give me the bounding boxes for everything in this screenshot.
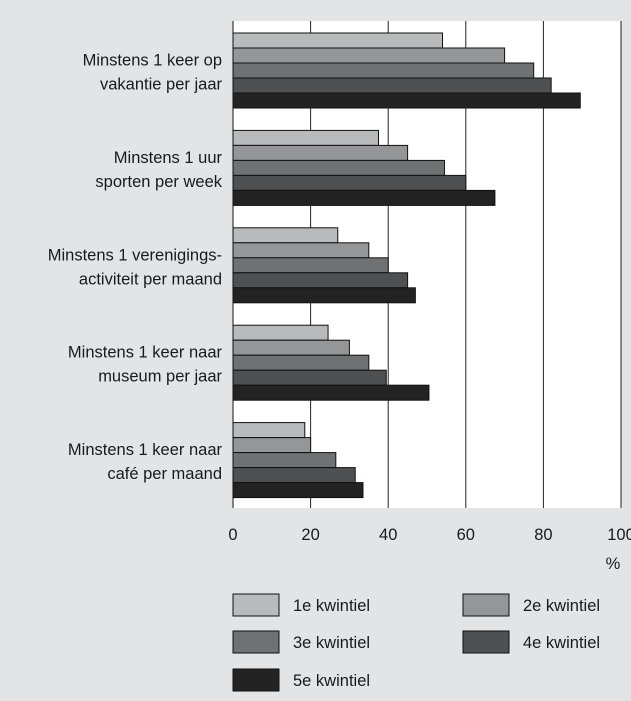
legend-swatch [232, 593, 280, 617]
bar [232, 242, 370, 259]
bars [232, 32, 581, 499]
legend: 1e kwintiel 2e kwintiel 3e kwintiel 4e kwin… [232, 593, 600, 692]
legend-swatch [232, 630, 280, 654]
legend-label: 1e kwintiel [293, 597, 370, 615]
category-label: Minstens 1 keer naar [68, 441, 223, 459]
bar [232, 144, 409, 161]
bar [232, 32, 444, 49]
legend-label: 3e kwintiel [293, 634, 370, 652]
bar [232, 189, 496, 206]
legend-label: 5e kwintiel [293, 672, 370, 690]
category-labels: Minstens 1 keer op vakantie per jaar Minst… [48, 52, 223, 484]
x-tick-label: 0 [228, 526, 237, 544]
bar [232, 227, 339, 244]
category-label: sporten per week [95, 173, 222, 191]
bar [232, 272, 409, 289]
x-tick-label: 20 [301, 526, 319, 544]
legend-swatch [462, 630, 510, 654]
bar [232, 47, 506, 64]
category-label: activiteit per maand [79, 270, 222, 288]
bar [232, 174, 467, 191]
unit-label: % [606, 555, 621, 573]
bar [232, 129, 379, 146]
x-tick-label: 40 [379, 526, 397, 544]
bar [232, 437, 312, 454]
bar [232, 287, 416, 304]
category-label: museum per jaar [98, 368, 222, 386]
bar [232, 339, 350, 356]
category-label: Minstens 1 keer naar [68, 344, 223, 362]
bar [232, 467, 356, 484]
category-label: café per maand [107, 465, 222, 483]
bar [232, 354, 370, 371]
legend-label: 2e kwintiel [523, 597, 600, 615]
x-tick-labels: 0 20 40 60 80 100 [228, 526, 631, 544]
bar [232, 77, 552, 94]
category-label: Minstens 1 keer op [83, 52, 222, 70]
bar [232, 422, 306, 439]
bar [232, 62, 535, 79]
legend-swatch [462, 593, 510, 617]
bar [232, 369, 387, 386]
bar [232, 324, 329, 341]
bar [232, 384, 430, 401]
bar [232, 452, 337, 469]
category-label: Minstens 1 uur [114, 149, 223, 167]
bar [232, 482, 364, 499]
bar [232, 159, 445, 176]
bar [232, 92, 581, 109]
category-label: Minstens 1 verenigings- [48, 246, 222, 264]
legend-label: 4e kwintiel [523, 634, 600, 652]
bar [232, 257, 389, 274]
x-tick-label: 100 [607, 526, 631, 544]
legend-swatch [232, 668, 280, 692]
category-label: vakantie per jaar [100, 76, 222, 94]
x-tick-label: 80 [534, 526, 552, 544]
x-tick-label: 60 [457, 526, 475, 544]
